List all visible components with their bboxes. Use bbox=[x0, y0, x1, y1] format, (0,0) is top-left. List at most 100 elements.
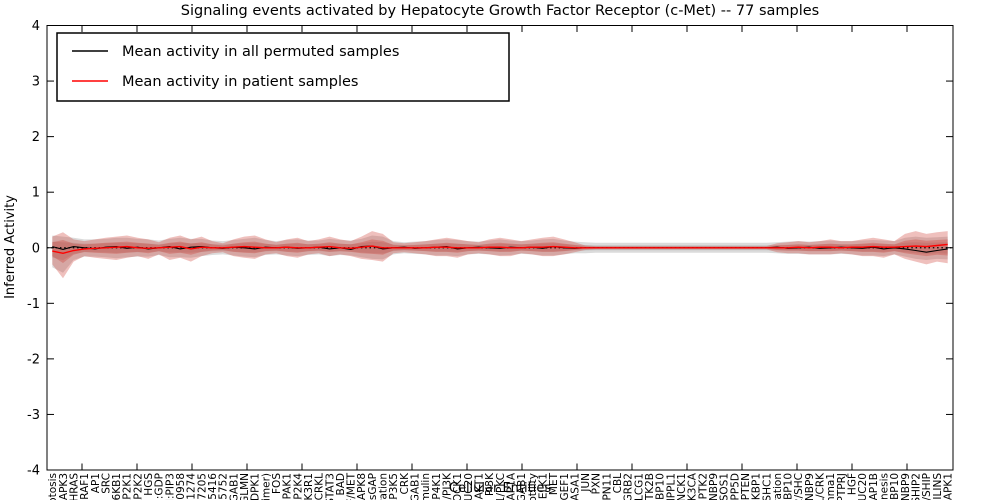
x-tick-label: SH3KBP1 bbox=[751, 473, 763, 500]
x-tick-label: HGF/MET bbox=[346, 472, 358, 500]
y-tick-label: 4 bbox=[32, 19, 40, 34]
x-tick-label: CRK bbox=[399, 472, 411, 495]
x-tick-label: apoptosis bbox=[47, 473, 59, 500]
chart-title: Signaling events activated by Hepatocyte… bbox=[181, 3, 819, 19]
x-tick-label: RANBP10 bbox=[655, 473, 667, 500]
x-tick-label: STAT3 bbox=[324, 473, 336, 500]
x-tick-label: MAPK8 bbox=[356, 473, 368, 500]
x-tick-label: PTPN11 bbox=[601, 473, 613, 500]
x-tick-label: PDPK1 bbox=[250, 473, 262, 500]
legend-label-patient: Mean activity in patient samples bbox=[122, 74, 358, 90]
x-tick-label: mol:GDP bbox=[154, 473, 166, 500]
x-tick-label: SRC bbox=[100, 473, 112, 494]
x-tick-label: HRAS bbox=[68, 473, 80, 500]
x-tick-label: HGF/MET/RANBP9 bbox=[900, 473, 912, 500]
x-tick-label: MAP2K1 bbox=[122, 473, 134, 500]
patient-mean-line bbox=[52, 243, 948, 255]
x-tick-label: RAPGEF1 bbox=[559, 473, 571, 500]
x-tick-label: GAB1/CRKL/SHP2/PI3K bbox=[442, 472, 454, 500]
x-tick-label: PLCG1 bbox=[633, 473, 645, 500]
x-tick-label: SOS1 bbox=[719, 473, 731, 500]
x-tick-label: ELK1 bbox=[537, 473, 549, 499]
x-tick-label: GRB2 bbox=[623, 473, 635, 500]
x-tick-label: RAP1B bbox=[868, 473, 880, 500]
x-tick-label: GO:0007205 bbox=[196, 473, 208, 500]
x-tick-label: MAP3K5 bbox=[388, 473, 400, 500]
x-tick-label: HGF/MET/SHIP2 bbox=[911, 473, 923, 500]
x-tick-label: EntrezGene:200958 bbox=[175, 473, 187, 500]
x-axis-label: Cellular Entities bbox=[449, 481, 551, 496]
x-tick-label: mol:SU11274 bbox=[186, 473, 198, 500]
legend-box bbox=[56, 32, 510, 102]
x-tick-label: NCK1 bbox=[676, 473, 688, 500]
x-tick-label: HGS bbox=[143, 473, 155, 496]
x-tick-label: SHP2/GRB2/SOS1GAB1 bbox=[228, 473, 240, 500]
x-tick-label: DOCK1 bbox=[452, 473, 464, 500]
x-tick-label: PTPRJ bbox=[836, 473, 848, 500]
x-tick-labels: apoptosisMAPK3HRASRAF1AP1SRCRPS6KB1MAP2K… bbox=[47, 472, 954, 500]
x-tick-label: JUN bbox=[580, 473, 592, 493]
x-tick-label: PTEN bbox=[740, 473, 752, 500]
x-tick-label: AKT1 bbox=[474, 473, 486, 499]
axis-ticks bbox=[47, 25, 953, 471]
x-tick-label: mol:PHA665752 bbox=[218, 473, 230, 500]
x-tick-label: RAF1 bbox=[79, 473, 91, 500]
x-tick-label: MAP2K2 bbox=[132, 473, 144, 500]
x-tick-label: RAP1A bbox=[506, 472, 518, 500]
plot-clip-group bbox=[47, 231, 953, 279]
patient-samples-range-band bbox=[52, 239, 948, 263]
x-tick-label: mol:PIP3 bbox=[164, 473, 176, 500]
permuted-samples-range-band bbox=[52, 241, 948, 261]
y-tick-label: 0 bbox=[32, 241, 40, 256]
x-tick-label: INPP5D bbox=[729, 473, 741, 500]
x-tick-label: SHC1 bbox=[761, 473, 773, 500]
y-tick-label: -3 bbox=[27, 408, 40, 423]
x-tick-label: MAP2K4 bbox=[292, 473, 304, 500]
x-tick-label: MET/Glomulin bbox=[420, 473, 432, 500]
x-tick-label: PAK1 bbox=[282, 473, 294, 499]
x-tick-label: PXN bbox=[591, 473, 603, 494]
x-tick-label: HGF/MET/SHIP bbox=[921, 473, 933, 500]
x-tick-label: MET/RANBP10 bbox=[783, 473, 795, 500]
x-tick-label: cell morphogenesis bbox=[879, 473, 891, 500]
x-tick-label: HGF bbox=[847, 473, 859, 495]
x-tick-label: FOS bbox=[271, 473, 283, 494]
x-tick-label: PI3K bbox=[484, 472, 496, 496]
x-tick-label: PIK3R1 bbox=[303, 473, 315, 500]
x-tick-label: CBL/CRK bbox=[815, 472, 827, 500]
x-tick-label: GLMN bbox=[239, 473, 251, 500]
x-tick-label: HGF/MET/RANBP10 bbox=[889, 473, 901, 500]
x-tick-label: CBL bbox=[612, 473, 624, 494]
x-tick-label: MAPK1 bbox=[943, 473, 955, 500]
y-tick-label: 2 bbox=[32, 130, 40, 145]
x-tick-label: BAD bbox=[335, 473, 347, 495]
x-tick-label: PIK3CA bbox=[687, 472, 699, 500]
x-tick-label: GRB2/SHC bbox=[793, 473, 805, 500]
x-tick-label: INPPL1 bbox=[665, 473, 677, 500]
x-tick-label: PTK2 bbox=[697, 473, 709, 499]
x-tick-label: PTK2B bbox=[644, 473, 656, 500]
y-tick-label: 1 bbox=[32, 186, 40, 201]
x-tick-label: HGF/MET/CIN85/CBL/ENDOPHILINS bbox=[932, 473, 944, 500]
x-tick-label: RANBP9 bbox=[708, 473, 720, 500]
y-tick-label: -4 bbox=[27, 464, 40, 479]
x-tick-label: RPS6KB1 bbox=[111, 473, 123, 500]
y-tick-labels: 4 3 2 1 0 -1 -2 -3 -4 bbox=[27, 19, 40, 479]
x-tick-label: cell motility bbox=[527, 473, 539, 500]
y-tick-label: -1 bbox=[27, 297, 40, 312]
x-tick-label: MET/MUC20 bbox=[463, 473, 475, 500]
x-tick-label: STAT3 (dimer) bbox=[260, 473, 272, 500]
x-tick-label: MAPK3 bbox=[58, 473, 70, 500]
x-tick-label: AP1 bbox=[90, 473, 102, 493]
y-tick-label: 3 bbox=[32, 75, 40, 90]
x-tick-label: GAB1 bbox=[410, 473, 422, 500]
x-tick-label: cell proliferation bbox=[378, 473, 390, 500]
x-tick-label: NCK/PLCgamma1 bbox=[825, 473, 837, 500]
x-tick-label: SHP2/GRB2/SOS1/GAB1 bbox=[516, 473, 528, 500]
legend: Mean activity in all permuted samples Me… bbox=[56, 32, 510, 102]
x-tick-label: MET/RANBP9 bbox=[804, 473, 816, 500]
x-tick-label: MET bbox=[548, 472, 560, 495]
x-tick-label: MAP4K1 bbox=[431, 473, 443, 500]
